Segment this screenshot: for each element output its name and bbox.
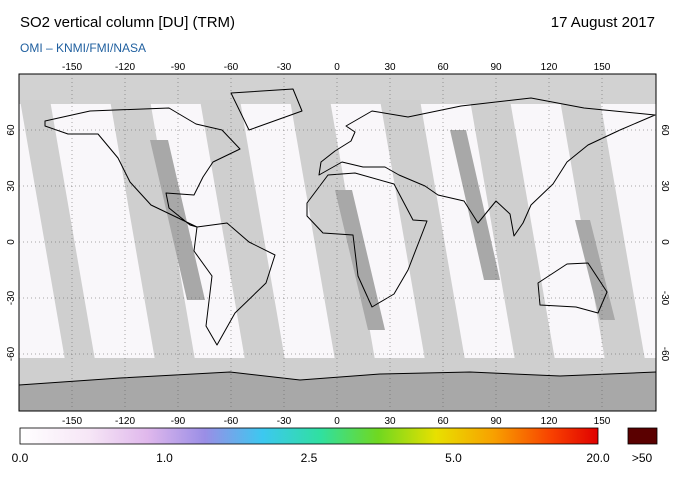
- lon-tick-label-top: -30: [277, 62, 292, 73]
- lon-tick-label-top: -60: [224, 62, 239, 73]
- lon-tick-label-top: 150: [594, 62, 611, 73]
- lon-tick-label-top: 60: [437, 62, 449, 73]
- lat-tick-label-left: -30: [6, 290, 17, 305]
- polar-band: [19, 74, 656, 104]
- lon-tick-label-top: -150: [62, 62, 82, 73]
- lon-tick-label-bottom: 0: [334, 416, 340, 427]
- map-area: [19, 74, 656, 411]
- credit: OMI – KNMI/FMI/NASA: [20, 41, 146, 55]
- lat-tick-label-right: 30: [659, 180, 670, 192]
- lat-tick-label-right: 0: [659, 239, 670, 245]
- lon-tick-label-bottom: -60: [224, 416, 239, 427]
- lon-tick-label-top: 0: [334, 62, 340, 73]
- colorbar-label: 0.0: [12, 451, 29, 465]
- lon-tick-label-bottom: -90: [171, 416, 186, 427]
- lon-tick-label-bottom: 90: [490, 416, 502, 427]
- lon-tick-label-top: -90: [171, 62, 186, 73]
- colorbar-label: 20.0: [586, 451, 610, 465]
- lat-tick-label-left: 0: [6, 239, 17, 245]
- date: 17 August 2017: [551, 14, 655, 31]
- antarctica: [19, 372, 656, 411]
- lon-tick-label-bottom: 150: [594, 416, 611, 427]
- lon-tick-label-top: -120: [115, 62, 135, 73]
- lon-tick-label-bottom: 60: [437, 416, 449, 427]
- lat-tick-label-left: -60: [6, 346, 17, 361]
- lon-tick-label-top: 30: [384, 62, 396, 73]
- colorbar-label: 1.0: [156, 451, 173, 465]
- dark-swaths: [150, 130, 615, 330]
- map-frame: [18, 73, 657, 412]
- lon-tick-label-bottom: -30: [277, 416, 292, 427]
- lat-tick-label-right: -30: [659, 291, 670, 306]
- lon-tick-label-bottom: 30: [384, 416, 396, 427]
- lat-tick-label-left: 60: [6, 124, 17, 136]
- lon-tick-label-top: 90: [490, 62, 502, 73]
- title: SO2 vertical column [DU] (TRM): [20, 14, 235, 31]
- colorbar-label: 5.0: [445, 451, 462, 465]
- lon-tick-label-bottom: 120: [541, 416, 558, 427]
- swaths: [20, 100, 645, 360]
- colorbar-overflow: [627, 427, 658, 445]
- colorbar-overflow-label: >50: [632, 451, 653, 465]
- lon-tick-label-bottom: -120: [115, 416, 135, 427]
- colorbar: [19, 427, 599, 445]
- lon-tick-label-top: 120: [541, 62, 558, 73]
- lat-tick-label-left: 30: [6, 180, 17, 192]
- coastlines: [19, 88, 656, 386]
- lon-tick-label-bottom: -150: [62, 416, 82, 427]
- lat-tick-label-right: -60: [659, 347, 670, 362]
- colorbar-label: 2.5: [301, 451, 318, 465]
- lat-tick-label-right: 60: [659, 124, 670, 136]
